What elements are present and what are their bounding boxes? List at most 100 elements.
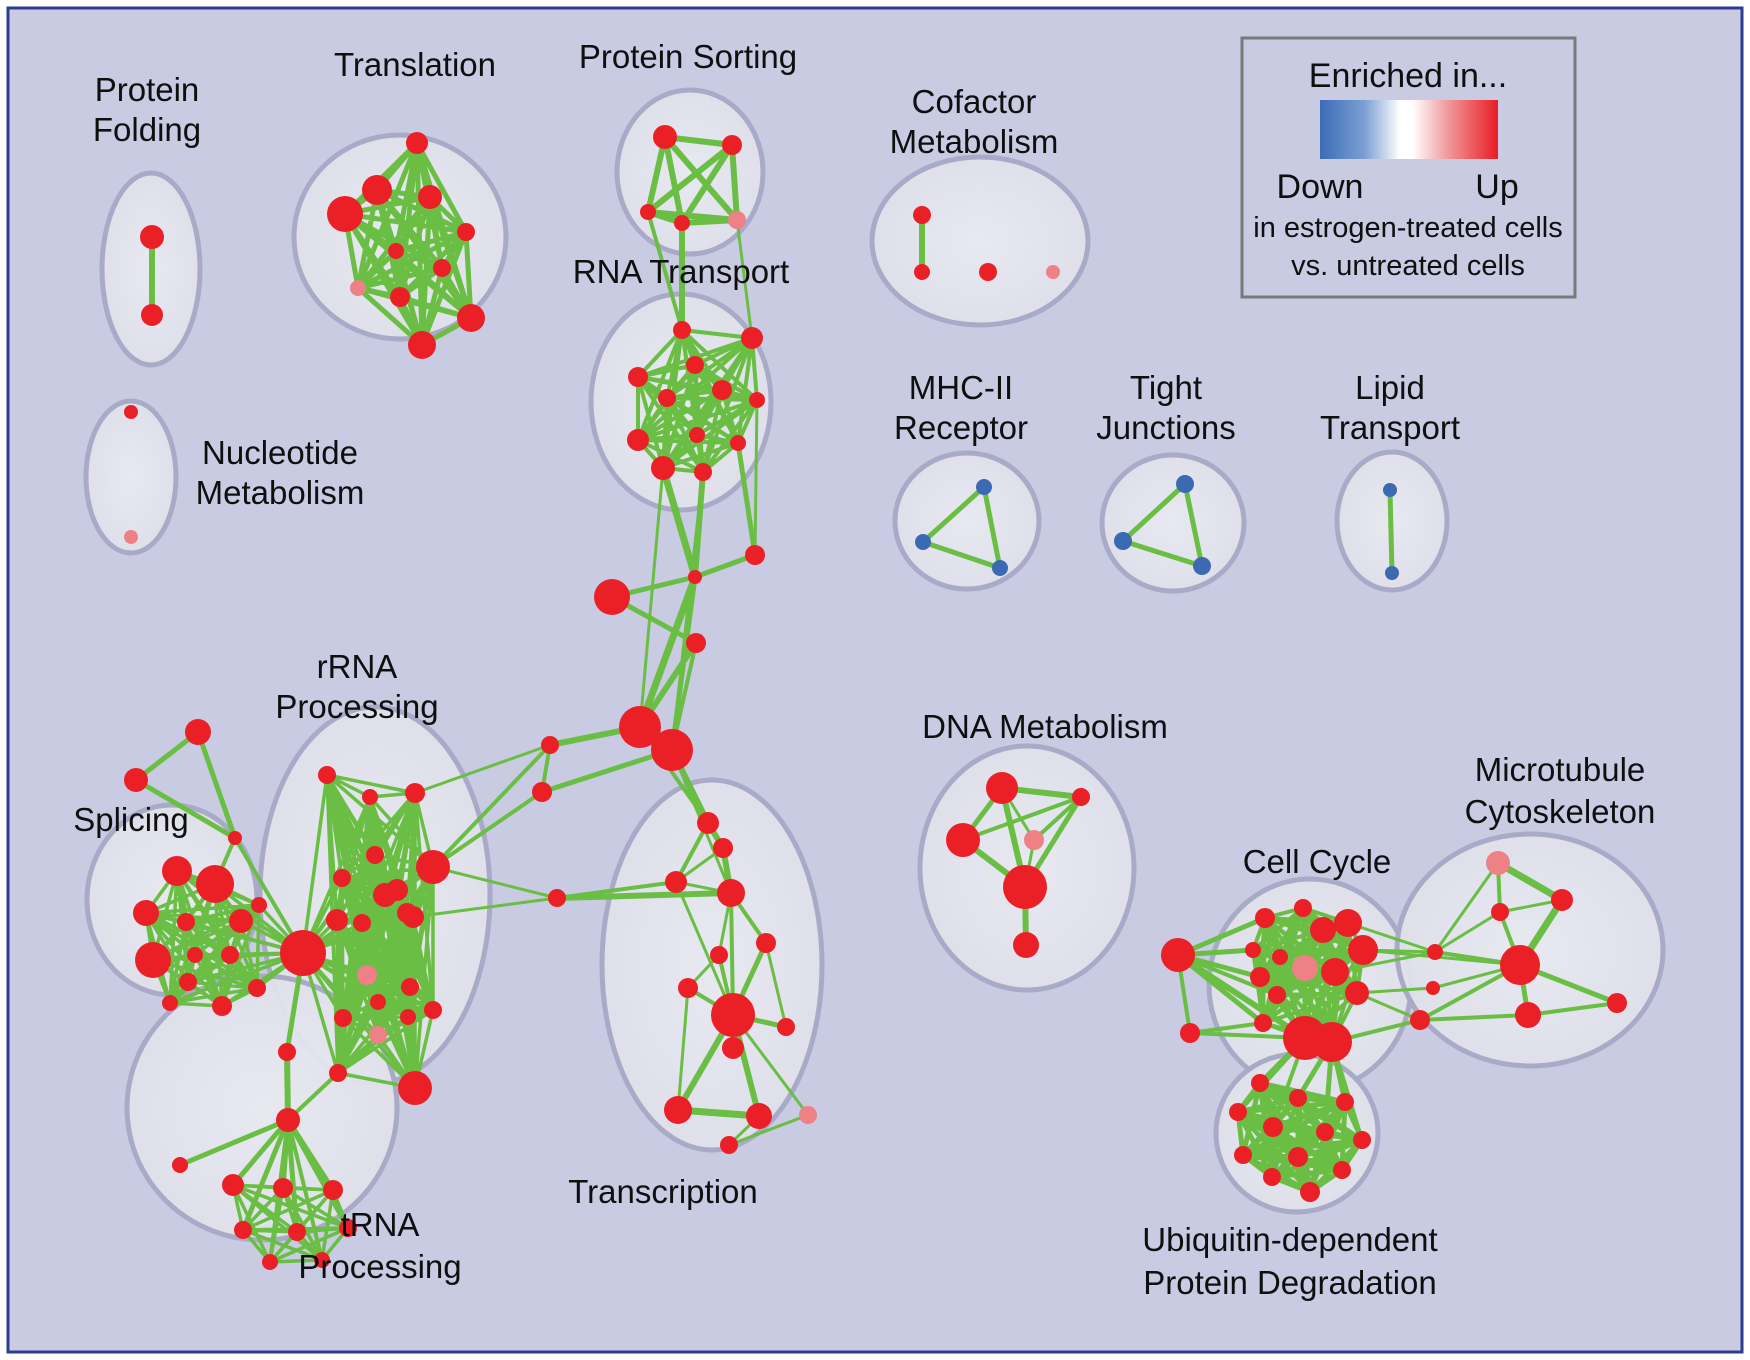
label-trna-0: tRNA bbox=[341, 1206, 420, 1243]
node-cc-10 bbox=[1345, 981, 1369, 1005]
node-splicing-4 bbox=[229, 909, 253, 933]
legend-gradient-bar bbox=[1320, 100, 1498, 159]
node-mt-3 bbox=[1427, 944, 1443, 960]
node-ps-2 bbox=[640, 204, 656, 220]
node-translation-2 bbox=[418, 185, 442, 209]
node-tr-6 bbox=[678, 978, 698, 998]
node-cc-9 bbox=[1321, 958, 1349, 986]
edge bbox=[727, 1113, 810, 1147]
node-ub-8 bbox=[1288, 1147, 1308, 1167]
node-tr-3 bbox=[717, 879, 745, 907]
cluster-ellipse-tight bbox=[1099, 452, 1247, 594]
node-trna-9 bbox=[262, 1254, 278, 1270]
node-cc-7 bbox=[1334, 909, 1362, 937]
node-rrna-12 bbox=[402, 906, 424, 928]
edge bbox=[1433, 861, 1500, 954]
node-mt-5 bbox=[1426, 981, 1440, 995]
node-ub-9 bbox=[1333, 1161, 1351, 1179]
node-cofactor-0 bbox=[913, 206, 931, 224]
node-dna-1 bbox=[1072, 788, 1090, 806]
node-translation-0 bbox=[406, 132, 428, 154]
node-splicing-0 bbox=[162, 856, 192, 886]
node-ub-1 bbox=[1289, 1089, 1307, 1107]
edge bbox=[431, 743, 552, 869]
edge bbox=[1333, 950, 1437, 974]
node-rrna-17 bbox=[424, 1001, 442, 1019]
edge bbox=[735, 218, 754, 340]
node-rt-6 bbox=[749, 392, 765, 408]
edge bbox=[431, 865, 559, 900]
node-cc-15 bbox=[1312, 1022, 1352, 1062]
node-cc-1 bbox=[1255, 908, 1275, 928]
node-dna-3 bbox=[1024, 830, 1044, 850]
edge bbox=[1361, 948, 1522, 967]
node-cc-0 bbox=[1161, 938, 1195, 972]
node-trna-1 bbox=[278, 1043, 296, 1061]
node-cofactor-2 bbox=[979, 263, 997, 281]
node-pf-0 bbox=[140, 225, 164, 249]
node-rt-10 bbox=[651, 456, 675, 480]
label-tr: Transcription bbox=[568, 1173, 758, 1210]
edge bbox=[676, 986, 690, 1112]
node-ps-3 bbox=[674, 215, 690, 231]
node-rt-3 bbox=[628, 367, 648, 387]
node-ps-0 bbox=[653, 125, 677, 149]
edge bbox=[1176, 953, 1279, 997]
label-lipid-1: Transport bbox=[1320, 409, 1460, 446]
node-rt-11 bbox=[694, 463, 712, 481]
node-rt-5 bbox=[712, 380, 732, 400]
node-tight-1 bbox=[1114, 532, 1132, 550]
label-pf-1: Folding bbox=[93, 111, 201, 148]
node-splicing-6 bbox=[135, 942, 171, 978]
node-trna-2 bbox=[172, 1157, 188, 1173]
node-trna-3 bbox=[222, 1174, 244, 1196]
edge bbox=[1188, 1021, 1265, 1035]
node-tr-12 bbox=[799, 1106, 817, 1124]
edge bbox=[764, 941, 788, 1029]
edge bbox=[920, 484, 987, 545]
edge bbox=[285, 1117, 300, 1235]
node-translation-10 bbox=[408, 331, 436, 359]
edge bbox=[638, 466, 665, 729]
node-rrna-5 bbox=[333, 869, 351, 887]
node-mt-6 bbox=[1410, 1010, 1430, 1030]
node-cofactor-3 bbox=[1046, 265, 1060, 279]
cluster-ellipse-mhc bbox=[892, 450, 1042, 592]
node-translation-3 bbox=[327, 196, 363, 232]
node-rrna-3 bbox=[405, 783, 425, 803]
edge bbox=[240, 1117, 291, 1233]
node-translation-6 bbox=[433, 259, 451, 277]
edge bbox=[554, 890, 734, 901]
node-tr-4 bbox=[756, 933, 776, 953]
edge bbox=[753, 398, 759, 557]
network-edges bbox=[133, 134, 1620, 1264]
node-ps-4 bbox=[728, 211, 746, 229]
edge bbox=[961, 795, 1083, 842]
node-tr-7 bbox=[711, 993, 755, 1037]
node-splicing-7 bbox=[187, 947, 203, 963]
node-tri-1 bbox=[124, 768, 148, 792]
node-trna-8 bbox=[339, 1219, 357, 1237]
node-mt-8 bbox=[1515, 1002, 1541, 1028]
edge bbox=[177, 1117, 291, 1168]
node-ub-7 bbox=[1234, 1146, 1252, 1164]
node-mt-0 bbox=[1486, 851, 1510, 875]
node-cc-2 bbox=[1294, 899, 1312, 917]
cluster-ellipse-nucleotide bbox=[83, 398, 179, 556]
edge bbox=[1346, 921, 1437, 954]
edge bbox=[431, 790, 544, 869]
node-ub-2 bbox=[1336, 1093, 1354, 1111]
label-trna-1: Processing bbox=[298, 1248, 461, 1285]
edge bbox=[555, 880, 678, 900]
label-splicing: Splicing bbox=[73, 801, 189, 838]
node-rt-2 bbox=[686, 356, 704, 374]
cluster-ellipse-ps bbox=[614, 87, 766, 257]
node-rrna-19 bbox=[334, 1009, 352, 1027]
legend-title: Enriched in... bbox=[1309, 57, 1507, 95]
edge-bundle-1 bbox=[645, 134, 740, 226]
node-tr-2 bbox=[665, 871, 687, 893]
node-lipid-0 bbox=[1383, 483, 1397, 497]
edge-bundle-0 bbox=[342, 140, 474, 348]
node-mt-7 bbox=[1607, 993, 1627, 1013]
node-ctr-4 bbox=[619, 706, 661, 748]
